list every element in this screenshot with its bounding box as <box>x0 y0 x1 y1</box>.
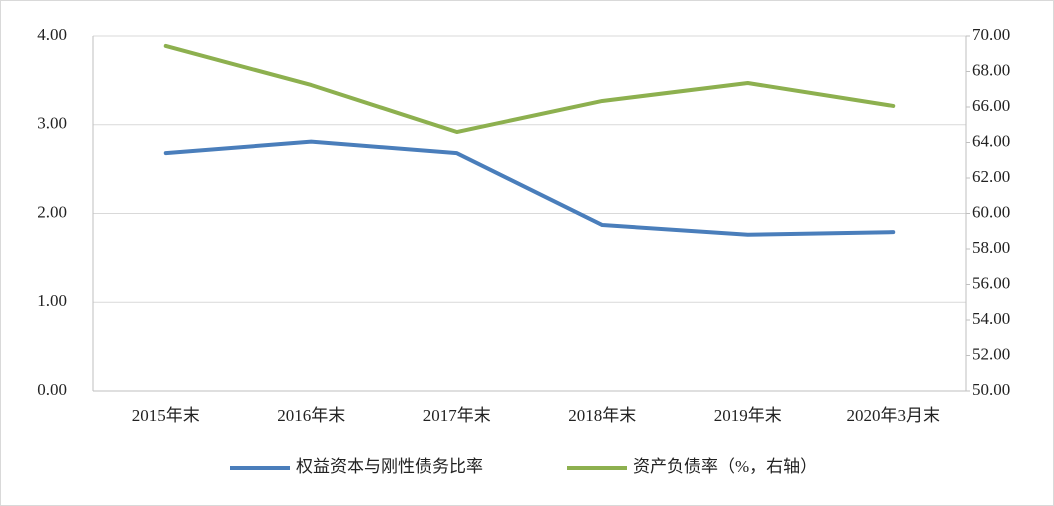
y2-tick-label: 52.00 <box>972 344 1010 363</box>
data-line <box>163 43 896 135</box>
y2-tick-label: 60.00 <box>972 202 1010 221</box>
y2-tick-label: 68.00 <box>972 60 1010 79</box>
y-tick-label: 4.00 <box>37 25 67 44</box>
x-tick-label: 2017年末 <box>423 406 491 425</box>
y2-tick-label: 50.00 <box>972 380 1010 399</box>
y2-tick-label: 70.00 <box>972 25 1010 44</box>
y2-tick-label: 56.00 <box>972 273 1010 292</box>
y-tick-label: 1.00 <box>37 291 67 310</box>
legend-label: 权益资本与刚性债务比率 <box>296 457 483 476</box>
x-tick-label: 2015年末 <box>132 406 200 425</box>
y2-tick-label: 64.00 <box>972 131 1010 150</box>
y2-tick-label: 66.00 <box>972 96 1010 115</box>
y-tick-label: 0.00 <box>37 380 67 399</box>
y2-tick-label: 62.00 <box>972 167 1010 186</box>
legend-label: 资产负债率（%，右轴） <box>633 457 817 476</box>
x-tick-label: 2019年末 <box>714 406 782 425</box>
x-tick-label: 2020年3月末 <box>847 406 941 425</box>
y-tick-label: 2.00 <box>37 202 67 221</box>
data-line <box>163 139 896 237</box>
y2-tick-label: 58.00 <box>972 238 1010 257</box>
x-tick-label: 2018年末 <box>568 406 636 425</box>
y2-tick-label: 54.00 <box>972 309 1010 328</box>
x-tick-label: 2016年末 <box>277 406 345 425</box>
y-tick-label: 3.00 <box>37 114 67 133</box>
